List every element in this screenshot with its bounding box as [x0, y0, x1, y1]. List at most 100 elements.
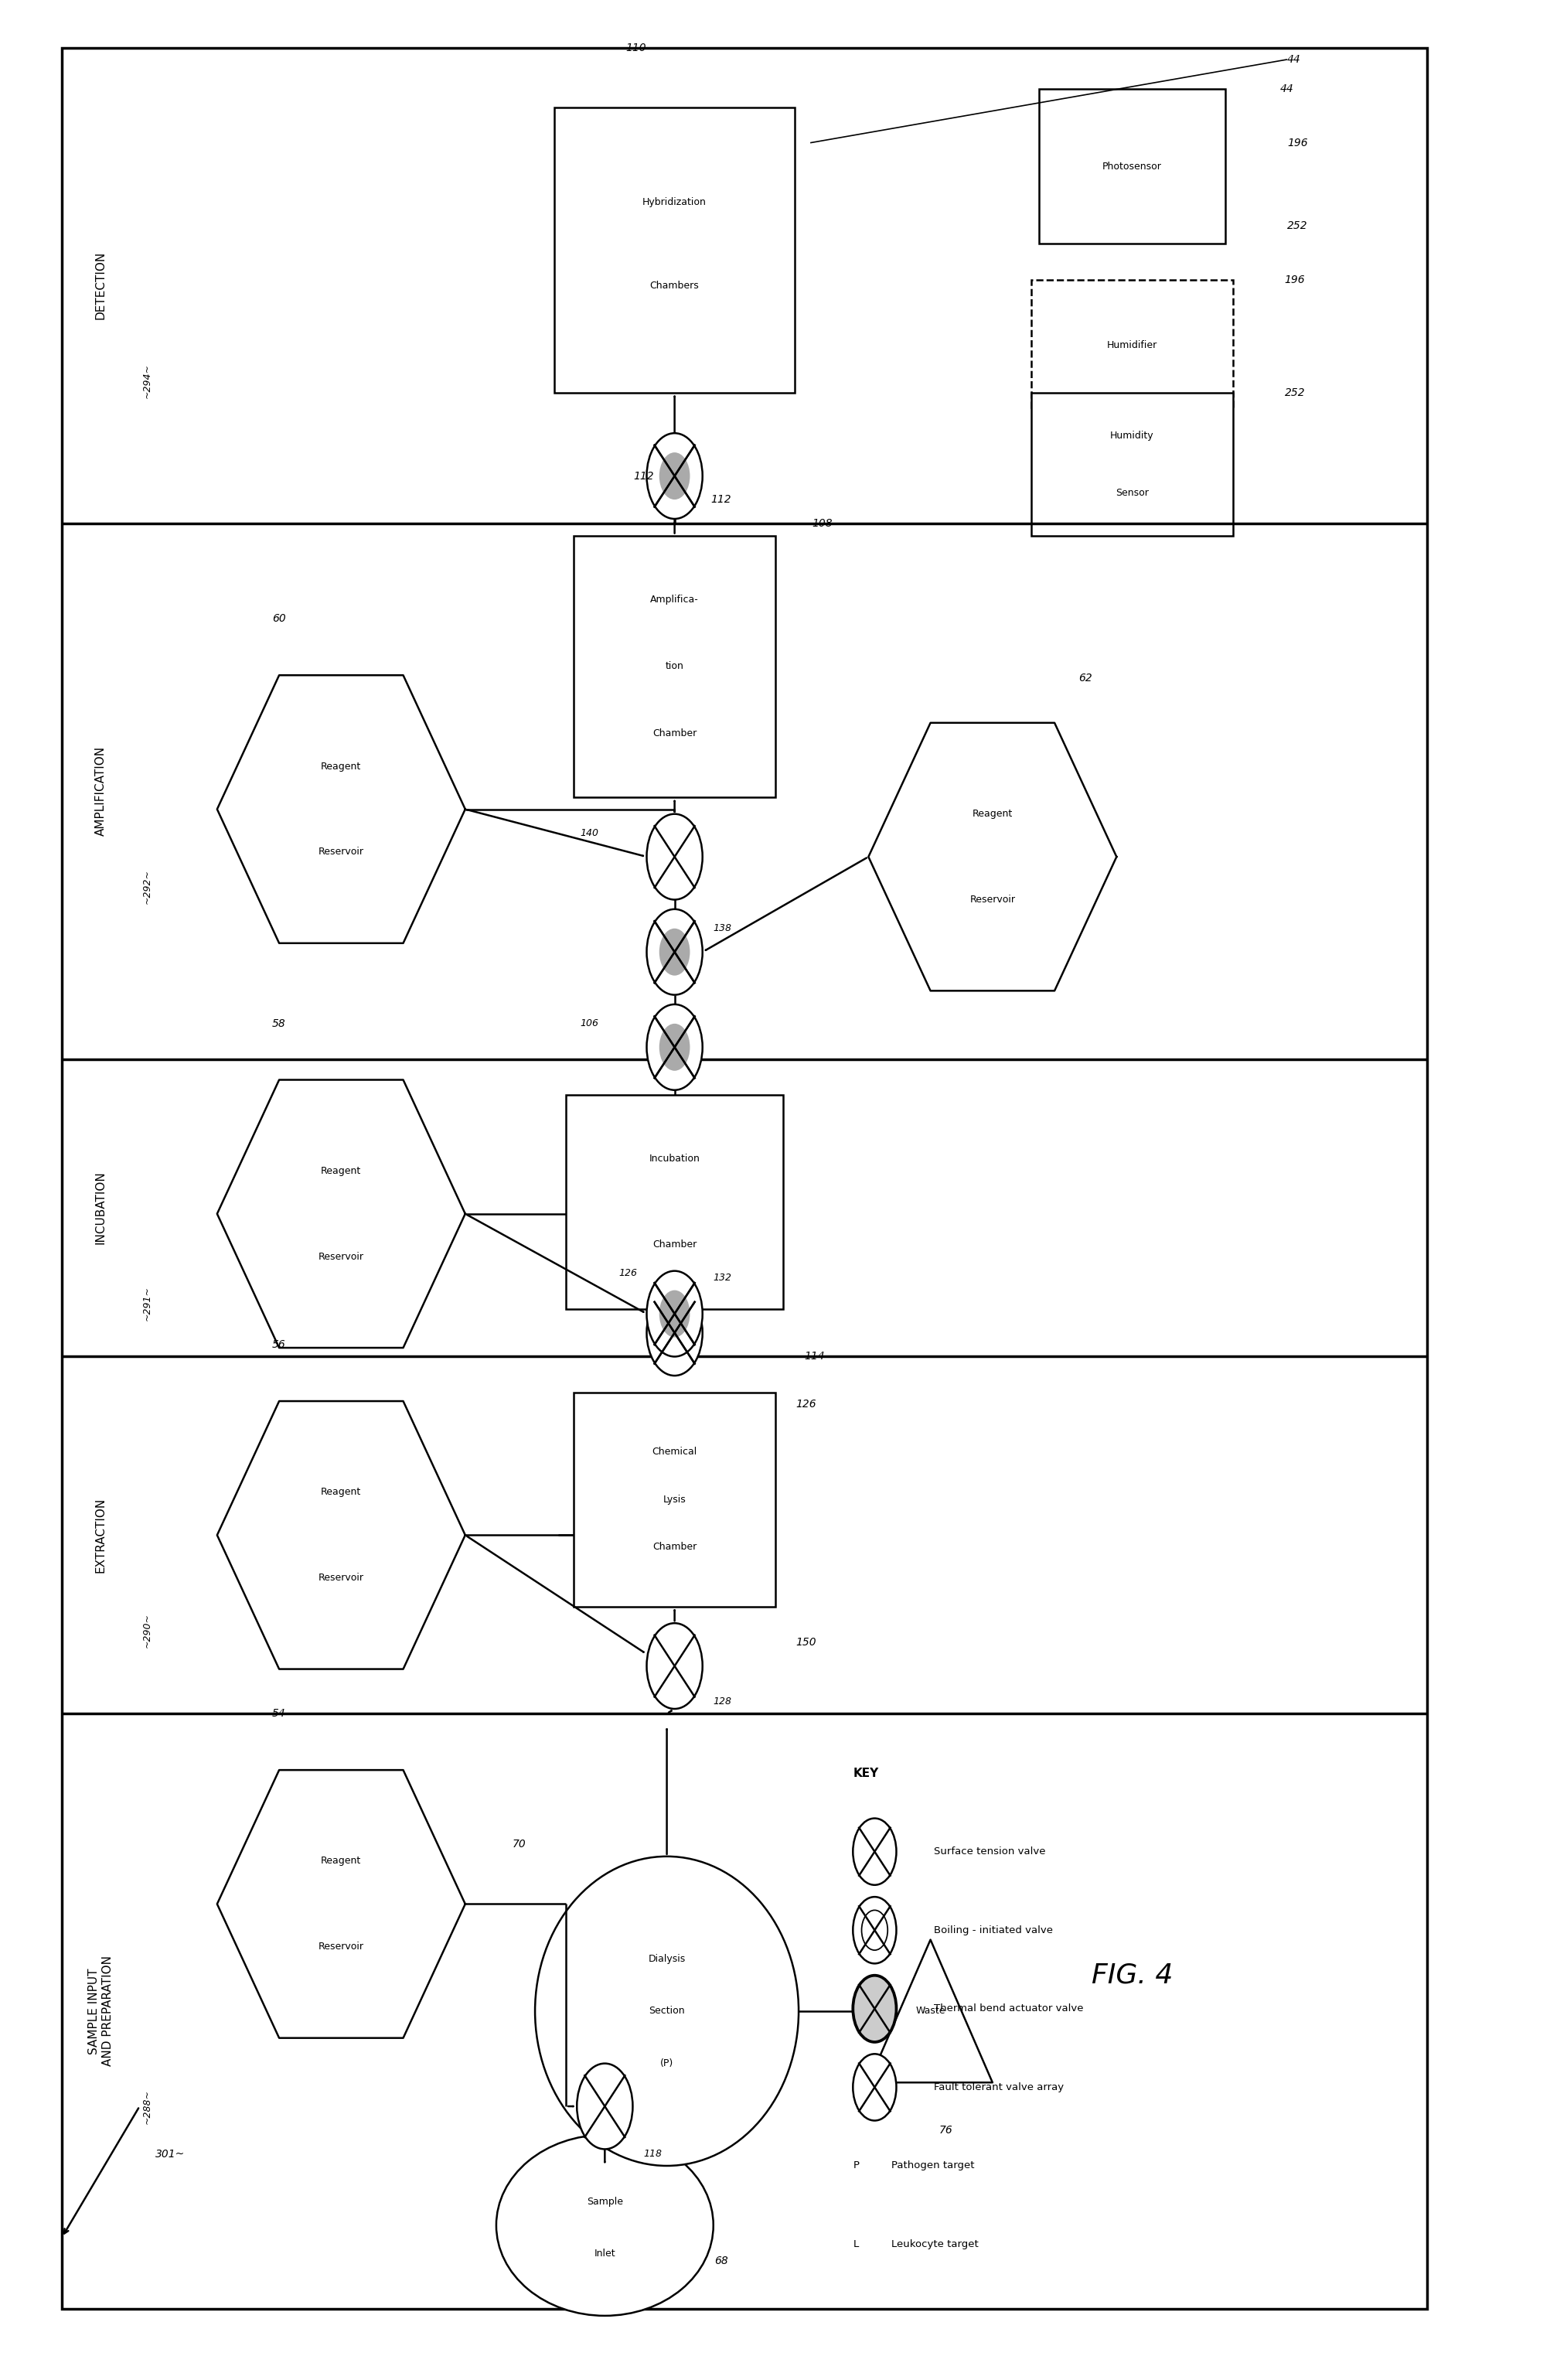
Text: tion: tion — [665, 662, 684, 671]
Text: Reagent: Reagent — [321, 1166, 361, 1176]
Text: DETECTION: DETECTION — [95, 252, 107, 319]
Text: ~288~: ~288~ — [143, 2090, 152, 2123]
Circle shape — [852, 1897, 896, 1963]
Text: Photosensor: Photosensor — [1102, 162, 1161, 171]
Circle shape — [646, 1271, 702, 1357]
Circle shape — [852, 1818, 896, 1885]
Circle shape — [852, 1975, 896, 2042]
Text: Sensor: Sensor — [1114, 488, 1149, 497]
Polygon shape — [217, 676, 465, 942]
Circle shape — [577, 2063, 632, 2149]
Ellipse shape — [535, 1856, 798, 2166]
Polygon shape — [217, 1402, 465, 1668]
Circle shape — [659, 928, 690, 976]
Text: 196: 196 — [1286, 138, 1307, 148]
Text: 301~: 301~ — [155, 2149, 184, 2159]
Text: Lysis: Lysis — [663, 1495, 685, 1504]
Text: Sample: Sample — [586, 2197, 623, 2206]
Text: Reservoir: Reservoir — [969, 895, 1015, 904]
Text: 54: 54 — [273, 1709, 285, 1718]
Text: 68: 68 — [715, 2256, 727, 2266]
Text: INCUBATION: INCUBATION — [95, 1171, 107, 1245]
Circle shape — [659, 1309, 690, 1357]
Text: 106: 106 — [580, 1019, 598, 1028]
Bar — [555, 107, 794, 393]
Text: ~291~: ~291~ — [143, 1285, 152, 1321]
Text: KEY: KEY — [852, 1768, 879, 1778]
Text: 150: 150 — [795, 1637, 817, 1647]
Text: Humidifier: Humidifier — [1107, 340, 1156, 350]
Circle shape — [659, 1023, 690, 1071]
Text: Chambers: Chambers — [649, 281, 699, 290]
Circle shape — [659, 1290, 690, 1338]
Text: Chamber: Chamber — [653, 1542, 696, 1552]
Circle shape — [646, 1290, 702, 1376]
Text: 62: 62 — [1079, 674, 1091, 683]
Text: Reservoir: Reservoir — [318, 1252, 364, 1261]
Text: 140: 140 — [580, 828, 598, 838]
Bar — [566, 1095, 783, 1309]
Text: P: P — [852, 2161, 859, 2171]
Text: EXTRACTION: EXTRACTION — [95, 1497, 107, 1573]
Polygon shape — [217, 1771, 465, 2037]
Text: ~290~: ~290~ — [143, 1614, 152, 1647]
Text: 112: 112 — [632, 471, 654, 481]
Text: (P): (P) — [660, 2059, 673, 2068]
Circle shape — [646, 814, 702, 900]
Circle shape — [659, 452, 690, 500]
Text: Chamber: Chamber — [653, 728, 696, 738]
Text: Fault tolerant valve array: Fault tolerant valve array — [933, 2082, 1063, 2092]
Text: Reagent: Reagent — [972, 809, 1012, 819]
Text: 112: 112 — [710, 495, 732, 505]
Bar — [574, 1392, 775, 1606]
Text: 114: 114 — [803, 1352, 825, 1361]
Text: Boiling - initiated valve: Boiling - initiated valve — [933, 1925, 1052, 1935]
Text: 108: 108 — [811, 519, 832, 528]
Text: Thermal bend actuator valve: Thermal bend actuator valve — [933, 2004, 1082, 2013]
Polygon shape — [868, 1940, 992, 2082]
Text: ~294~: ~294~ — [143, 364, 152, 397]
Text: Amplifica-: Amplifica- — [649, 595, 699, 605]
Text: Leukocyte target: Leukocyte target — [891, 2240, 978, 2249]
Text: Reservoir: Reservoir — [318, 1573, 364, 1583]
Circle shape — [646, 433, 702, 519]
Text: SAMPLE INPUT
AND PREPARATION: SAMPLE INPUT AND PREPARATION — [88, 1956, 113, 2066]
Bar — [62, 48, 1426, 2309]
Text: ~292~: ~292~ — [143, 869, 152, 904]
Text: 126: 126 — [795, 1399, 817, 1409]
Text: AMPLIFICATION: AMPLIFICATION — [95, 747, 107, 835]
Circle shape — [852, 2054, 896, 2121]
Text: 196: 196 — [1283, 274, 1305, 286]
Text: 76: 76 — [939, 2125, 952, 2135]
Text: Humidity: Humidity — [1110, 431, 1153, 440]
Text: FIG. 4: FIG. 4 — [1091, 1961, 1172, 1990]
Circle shape — [646, 1623, 702, 1709]
Text: Chemical: Chemical — [651, 1447, 698, 1457]
Polygon shape — [868, 724, 1116, 990]
Text: Waste: Waste — [915, 2006, 946, 2016]
Circle shape — [646, 1004, 702, 1090]
Text: Section: Section — [648, 2006, 685, 2016]
Text: Hybridization: Hybridization — [642, 198, 707, 207]
Text: Surface tension valve: Surface tension valve — [933, 1847, 1045, 1856]
Text: Incubation: Incubation — [649, 1154, 699, 1164]
Polygon shape — [217, 1081, 465, 1347]
Text: Pathogen target: Pathogen target — [891, 2161, 975, 2171]
Text: 44: 44 — [1280, 83, 1293, 95]
Text: 126: 126 — [618, 1269, 637, 1278]
Text: 56: 56 — [273, 1340, 285, 1349]
Text: 252: 252 — [1283, 388, 1305, 397]
Text: 118: 118 — [643, 2149, 662, 2159]
Ellipse shape — [496, 2135, 713, 2316]
Text: Chamber: Chamber — [653, 1240, 696, 1250]
Text: 58: 58 — [273, 1019, 285, 1028]
Text: 138: 138 — [713, 923, 732, 933]
Text: Reservoir: Reservoir — [318, 847, 364, 857]
Bar — [1031, 393, 1232, 535]
Text: L: L — [852, 2240, 859, 2249]
Text: 70: 70 — [513, 1840, 525, 1849]
Text: Inlet: Inlet — [594, 2249, 615, 2259]
Text: Reagent: Reagent — [321, 1488, 361, 1497]
Text: Dialysis: Dialysis — [648, 1954, 685, 1963]
Text: 110: 110 — [625, 43, 646, 52]
